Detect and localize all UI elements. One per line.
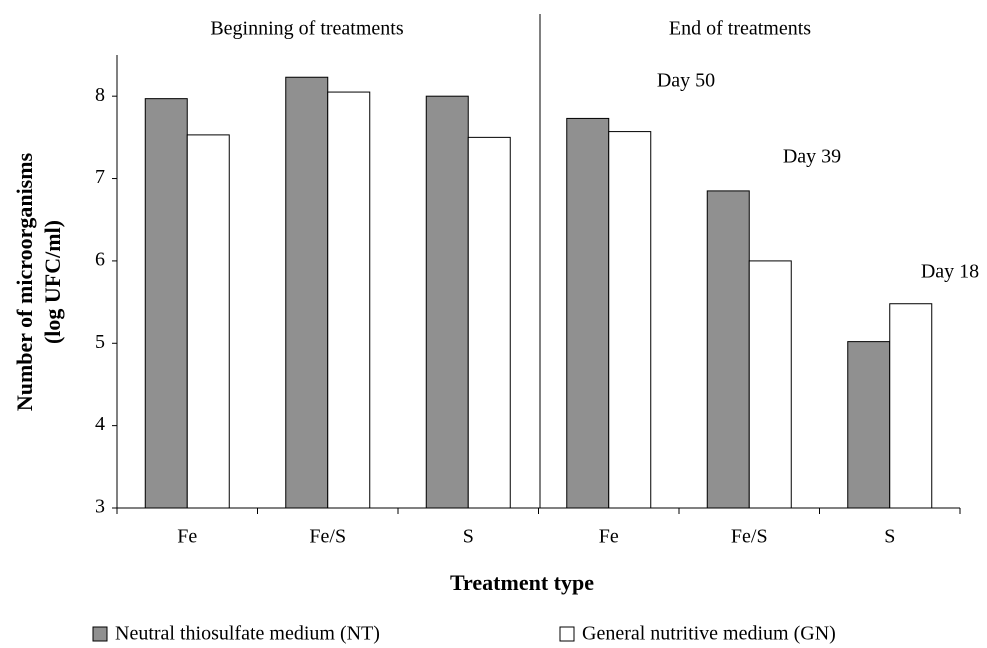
bar bbox=[847, 341, 891, 509]
annotation: Day 18 bbox=[921, 261, 979, 283]
legend-label: Neutral thiosulfate medium (NT) bbox=[115, 623, 380, 645]
legend-swatch bbox=[559, 626, 575, 642]
bar bbox=[566, 117, 610, 509]
bar bbox=[889, 303, 933, 509]
x-tick-label: S bbox=[463, 526, 474, 548]
legend-swatch bbox=[92, 626, 108, 642]
bar bbox=[748, 260, 792, 509]
bar bbox=[327, 91, 371, 509]
x-tick-label: Fe/S bbox=[731, 526, 768, 548]
bar bbox=[706, 190, 750, 509]
y-tick-label: 6 bbox=[95, 249, 105, 271]
x-tick-label: Fe/S bbox=[309, 526, 346, 548]
x-tick-label: Fe bbox=[599, 526, 619, 548]
bar bbox=[186, 134, 230, 509]
bar bbox=[285, 76, 329, 509]
y-tick-label: 8 bbox=[95, 84, 105, 106]
bar bbox=[467, 136, 511, 509]
x-axis-title: Treatment type bbox=[450, 570, 594, 595]
y-axis-title: Number of microorganisms (log UFC/ml) bbox=[12, 152, 65, 411]
y-tick-label: 7 bbox=[95, 166, 105, 188]
section-title: End of treatments bbox=[669, 18, 811, 40]
x-tick-label: S bbox=[884, 526, 895, 548]
annotation: Day 50 bbox=[657, 70, 715, 92]
y-tick-label: 3 bbox=[95, 496, 105, 518]
y-axis-title-line: Number of microorganisms bbox=[12, 152, 37, 411]
section-title: Beginning of treatments bbox=[210, 18, 404, 40]
bar bbox=[144, 98, 188, 509]
legend-label: General nutritive medium (GN) bbox=[582, 623, 836, 645]
annotation: Day 39 bbox=[783, 146, 841, 168]
bar bbox=[608, 131, 652, 509]
bar bbox=[425, 95, 469, 509]
y-tick-label: 5 bbox=[95, 331, 105, 353]
x-tick-label: Fe bbox=[177, 526, 197, 548]
y-axis-title-line: (log UFC/ml) bbox=[40, 220, 65, 344]
y-tick-label: 4 bbox=[95, 413, 105, 435]
